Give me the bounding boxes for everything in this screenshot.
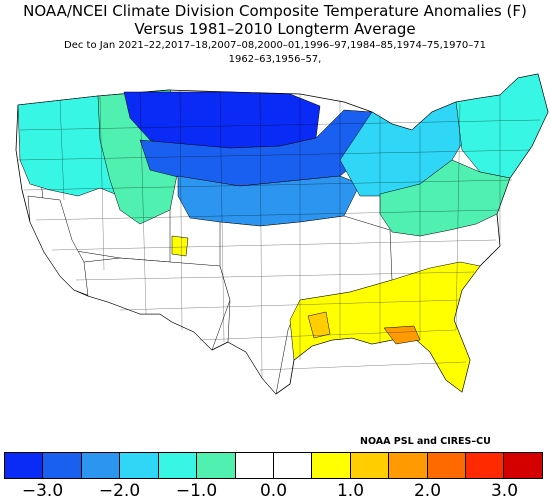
division-boundaries: [17, 89, 541, 379]
region-southeast: [289, 261, 481, 393]
colorbar-swatch: [427, 453, 467, 478]
colorbar-swatch: [312, 453, 351, 478]
colorbar-tick-label: −2.0: [98, 481, 141, 501]
region-mid-atlantic: [379, 159, 511, 237]
colorbar-tick-label: 1.0: [336, 481, 365, 501]
colorbar-swatch: [350, 453, 390, 478]
us-anomaly-map: [15, 73, 549, 395]
colorbar-swatch: [389, 453, 428, 478]
colorbar-tick-label: −3.0: [21, 481, 64, 501]
composite-years-line-2: 1962–63,1956–57,: [228, 54, 322, 65]
colorbar-tick-label: 0.0: [259, 481, 288, 501]
composite-years-line-1: Dec to Jan 2021–22,2017–18,2007–08,2000–…: [64, 40, 486, 51]
colorbar-tick-label: 3.0: [490, 481, 519, 501]
colorbar-swatch: [120, 453, 159, 478]
region-northeast: [455, 73, 549, 179]
data-credit: NOAA PSL and CIRES–CU: [360, 436, 491, 447]
region-florida-panhandle: [383, 325, 421, 345]
map-title: NOAA/NCEI Climate Division Composite Tem…: [23, 2, 527, 20]
colorbar-swatch: [235, 453, 274, 478]
colorbar-swatch: [466, 453, 505, 478]
colorbar-swatch: [81, 453, 121, 478]
colorbar-tick-label: 2.0: [413, 481, 442, 501]
colorbar-swatch: [197, 453, 236, 478]
region-northern-plains: [123, 91, 321, 149]
map-title-line-2: Versus 1981–2010 Longterm Average: [134, 20, 416, 38]
colorbar-swatch: [43, 453, 82, 478]
region-utah-spot: [171, 235, 189, 257]
region-southwest: [83, 257, 231, 351]
colorbar-swatch: [504, 453, 542, 478]
colorbar-swatch: [158, 453, 198, 478]
colorbar-swatch: [5, 453, 44, 478]
colorbar-swatch: [273, 453, 313, 478]
colorbar-tick-label: −1.0: [175, 481, 218, 501]
anomaly-colorbar: [4, 452, 543, 479]
region-gulf-coast: [307, 311, 331, 339]
colorbar-tick-labels: −3.0 −2.0 −1.0 0.0 1.0 2.0 3.0: [0, 481, 550, 503]
